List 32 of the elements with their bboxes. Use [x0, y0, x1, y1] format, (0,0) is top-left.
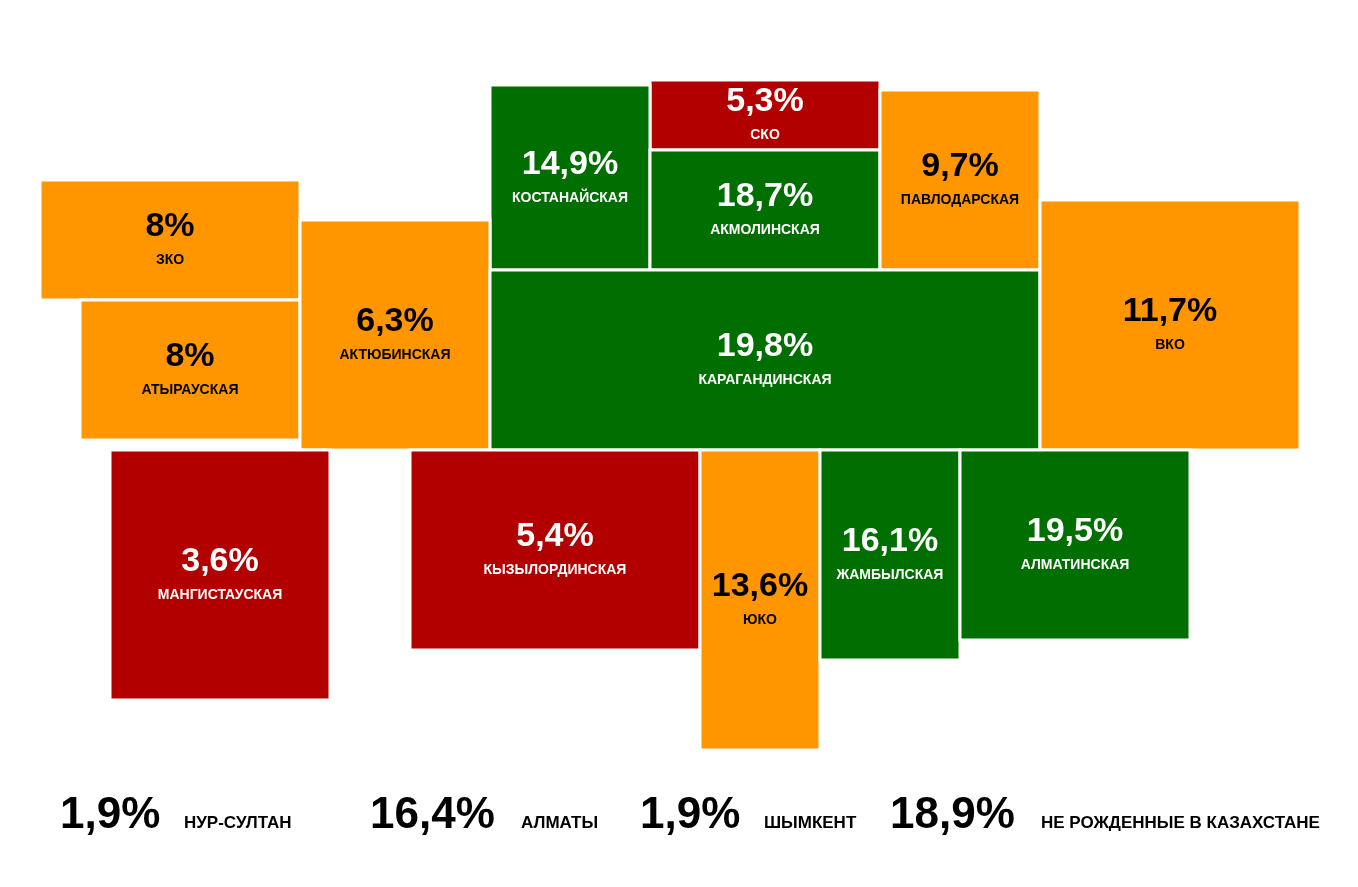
category-label: ПАВЛОДАРСКАЯ	[900, 191, 1020, 207]
data-label: 18,7%	[716, 175, 814, 213]
category-label: ЮКО	[743, 611, 778, 627]
data-label: 9,7%	[921, 145, 999, 183]
category-label: СКО	[750, 126, 780, 142]
data-label: 5,4%	[516, 515, 594, 553]
text: 18,9% НЕ РОЖДЕННЫЕ В КАЗАХСТАНЕ	[890, 788, 1320, 837]
data-label: 13,6%	[711, 565, 809, 603]
category-label: ВКО	[1155, 336, 1185, 352]
data-label: 19,5%	[1026, 510, 1124, 548]
data-label: 14,9%	[521, 142, 619, 181]
data-label: 6,3%	[356, 300, 434, 338]
category-label: АТЫРАУСКАЯ	[141, 381, 239, 397]
category-label: АКМОЛИНСКАЯ	[710, 221, 820, 237]
category-label: КОСТАНАЙСКАЯ	[511, 187, 629, 205]
data-label: 11,7%	[1122, 290, 1218, 328]
category-label: АЛМАТИНСКАЯ	[1020, 556, 1130, 572]
category-label: ЗКО	[155, 251, 185, 267]
text: 1,9% ШЫМКЕНТ	[640, 788, 857, 837]
data-label: 5,3%	[726, 80, 804, 118]
category-label: КЫЗЫЛОРДИНСКАЯ	[483, 561, 627, 577]
data-label: 8%	[165, 335, 215, 373]
text: 1,9% НУР-СУЛТАН	[60, 788, 292, 837]
category-label: ЖАМБЫЛСКАЯ	[835, 566, 944, 582]
data-label: 8%	[145, 205, 195, 243]
data-label: 19,8%	[716, 325, 814, 363]
data-label: 3,6%	[181, 540, 259, 578]
category-label: КАРАГАНДИНСКАЯ	[698, 371, 832, 387]
category-label: МАНГИСТАУСКАЯ	[157, 586, 283, 602]
text: 16,4% АЛМАТЫ	[370, 788, 599, 837]
category-label: АКТЮБИНСКАЯ	[339, 346, 451, 362]
data-label: 16,1%	[841, 520, 939, 558]
